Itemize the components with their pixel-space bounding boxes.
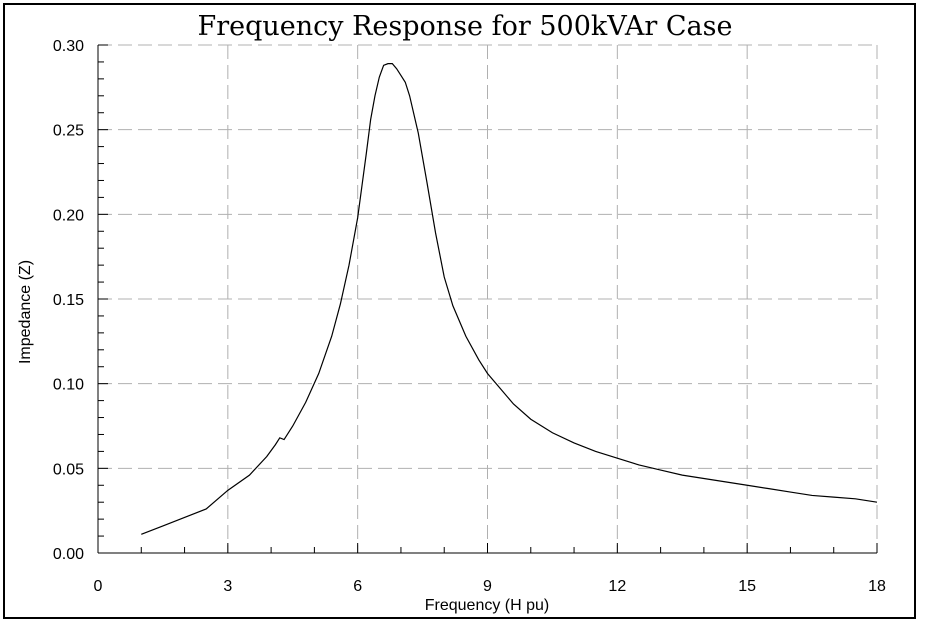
y-axis-label: Impedance (Z) [17,260,34,364]
y-tick-label: 0.10 [53,377,84,394]
x-tick-label: 15 [738,578,756,595]
x-tick-label: 6 [353,578,362,595]
x-axis-label: Frequency (H pu) [425,597,550,614]
impedance-curve [141,63,878,535]
y-tick-label: 0.25 [53,123,84,140]
x-tick-label: 0 [94,578,103,595]
x-tick-labels: 0 3 6 9 12 15 18 [94,578,886,595]
chart-frame [3,3,916,619]
axes [97,45,877,554]
y-tick-label: 0.05 [53,461,84,478]
y-tick-label: 0.15 [53,292,84,309]
x-tick-label: 9 [483,578,492,595]
y-tick-label: 0.30 [53,38,84,55]
y-tick-label: 0.20 [53,207,84,224]
x-tick-label: 18 [868,578,886,595]
x-tick-label: 12 [608,578,626,595]
y-tick-label: 0.00 [53,546,84,563]
minor-ticks [97,44,878,554]
chart-title: Frequency Response for 500kVAr Case [197,11,732,42]
grid-lines [98,44,878,553]
y-tick-labels: 0.00 0.05 0.10 0.15 0.20 0.25 0.30 [53,38,84,563]
x-tick-label: 3 [223,578,232,595]
